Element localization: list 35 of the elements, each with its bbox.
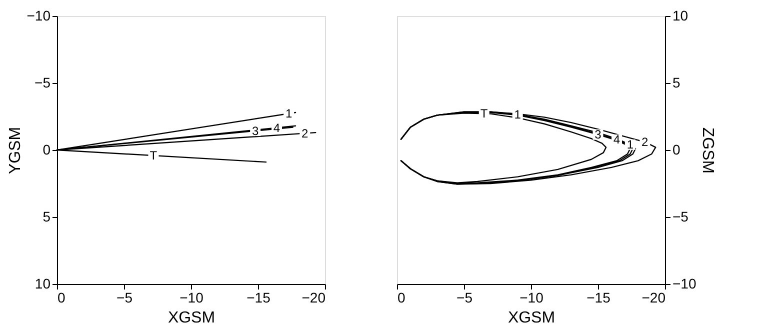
x-tick-label: −20 [642,290,666,306]
x-tick-label: −5 [116,290,133,306]
x-tick-label: −15 [246,290,271,306]
y-tick-label: 10 [34,276,51,292]
annotation: 3 [594,128,602,142]
y-tick-label: −10 [672,276,696,292]
annotation: 1 [285,106,292,121]
y-tick-label: −5 [34,74,51,90]
y-axis-title: YGSM [6,126,24,174]
x-tick-label: 0 [58,290,66,306]
annotation: 1 [626,138,634,152]
annotation: 4 [273,120,280,135]
annotation: T [150,148,158,163]
annotation: T [480,106,488,121]
annotation: 2 [642,134,649,149]
y-tick-label: −5 [672,208,689,224]
x-tick-label: −15 [586,290,611,306]
x-axis-title: XGSM [168,310,216,326]
x-tick-label: −10 [180,290,204,306]
y-tick-label: 0 [672,142,680,158]
y-tick-label: 10 [672,8,688,24]
annotation: 3 [252,124,259,138]
x-tick-label: −5 [456,290,473,306]
y-tick-label: 5 [42,208,51,224]
annotation: 4 [613,132,620,147]
y-tick-label: −10 [26,8,51,24]
annotation: 1 [514,107,522,122]
x-tick-label: −10 [520,290,544,306]
x-axis-title: XGSM [508,310,556,326]
annotation: 2 [302,126,309,140]
y-axis-title: ZGSM [699,127,716,174]
y-tick-label: 0 [42,142,51,158]
x-tick-label: −20 [302,290,326,306]
y-tick-label: 5 [672,74,680,90]
x-tick-label: 0 [398,290,406,306]
